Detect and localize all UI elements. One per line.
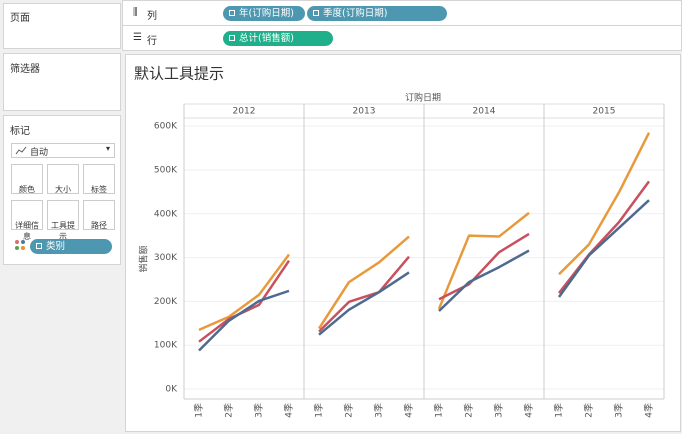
columns-shelf: ⫼ 列 年(订购日期) 季度(订购日期) (122, 0, 682, 26)
x-tick-label: 4季 (643, 403, 655, 418)
color-icon (15, 240, 25, 250)
series-line (318, 271, 410, 336)
filters-card: 筛选器 (3, 53, 121, 111)
marks-card: 标记 自动 ▾ 颜色 大小 标签 详细信息 工具提示 路径 类别 (3, 115, 121, 265)
series-line (558, 132, 651, 276)
y-tick-label: 500K (154, 165, 178, 175)
x-tick-label: 4季 (523, 403, 535, 418)
series-line (198, 289, 290, 352)
series-line (558, 180, 651, 294)
shelf-icon: ☰ (133, 32, 142, 43)
x-tick-label: 4季 (283, 403, 295, 418)
x-tick-label: 1季 (553, 403, 565, 418)
pages-card: 页面 (3, 3, 121, 49)
filters-title: 筛选器 (10, 64, 40, 75)
x-tick-label: 2季 (223, 403, 235, 418)
y-tick-label: 200K (154, 297, 178, 307)
series-line (438, 249, 530, 312)
line-icon (15, 146, 27, 155)
series-line (557, 199, 650, 298)
pages-title: 页面 (10, 13, 30, 24)
x-tick-label: 4季 (403, 403, 415, 418)
mark-button[interactable]: 颜色 (11, 164, 43, 194)
chart: 默认工具提示 订购日期 销售额 0K 100K 200K 300K 400K 500K 60… (125, 54, 681, 432)
series-line (437, 211, 530, 310)
x-tick-label: 1季 (193, 403, 205, 418)
mark-button[interactable]: 路径 (83, 200, 115, 230)
x-tick-label: 1季 (313, 403, 325, 418)
x-tick-label: 2季 (463, 403, 475, 418)
panel-label: 2013 (353, 107, 376, 117)
mark-type-dropdown[interactable]: 自动 ▾ (11, 143, 115, 158)
x-tick-label: 3季 (613, 403, 625, 418)
field-pill[interactable]: 年(订购日期) (223, 6, 305, 21)
x-tick-label: 1季 (433, 403, 445, 418)
mark-button[interactable]: 工具提示 (47, 200, 79, 241)
panel-label: 2012 (233, 107, 256, 117)
shelf-label: 列 (147, 11, 157, 22)
panel-label: 2015 (593, 107, 616, 117)
dropdown-arrow: ▾ (105, 144, 110, 153)
mark-button[interactable]: 大小 (47, 164, 79, 194)
rows-shelf: ☰ 行 总计(销售额) (122, 25, 682, 51)
x-tick-label: 2季 (343, 403, 355, 418)
y-tick-label: 600K (154, 122, 178, 132)
mark-button[interactable]: 标签 (83, 164, 115, 194)
series-line (317, 235, 410, 330)
x-tick-label: 3季 (493, 403, 505, 418)
series-line (198, 253, 291, 332)
y-tick-label: 300K (154, 253, 178, 263)
series-line (438, 232, 530, 301)
y-tick-label: 0K (165, 385, 178, 395)
x-tick-label: 3季 (373, 403, 385, 418)
field-pill[interactable]: 类别 (30, 239, 112, 254)
series-line (318, 255, 410, 333)
field-pill[interactable]: 季度(订购日期) (307, 6, 447, 21)
mark-type: 自动 (30, 148, 49, 158)
x-tick-label: 2季 (583, 403, 595, 418)
y-tick-label: 400K (154, 209, 178, 219)
mark-button[interactable]: 详细信息 (11, 200, 43, 241)
panel-label: 2014 (473, 107, 496, 117)
y-title: 销售额 (138, 245, 150, 272)
x-tick-label: 3季 (253, 403, 265, 418)
field-pill[interactable]: 总计(销售额) (223, 31, 333, 46)
y-tick-label: 100K (154, 341, 178, 351)
x-title: 订购日期 (405, 92, 441, 104)
shelf-icon: ⫼ (133, 7, 138, 18)
chart-title: 默认工具提示 (134, 65, 224, 83)
shelf-label: 行 (147, 36, 157, 47)
marks-title: 标记 (10, 126, 30, 137)
